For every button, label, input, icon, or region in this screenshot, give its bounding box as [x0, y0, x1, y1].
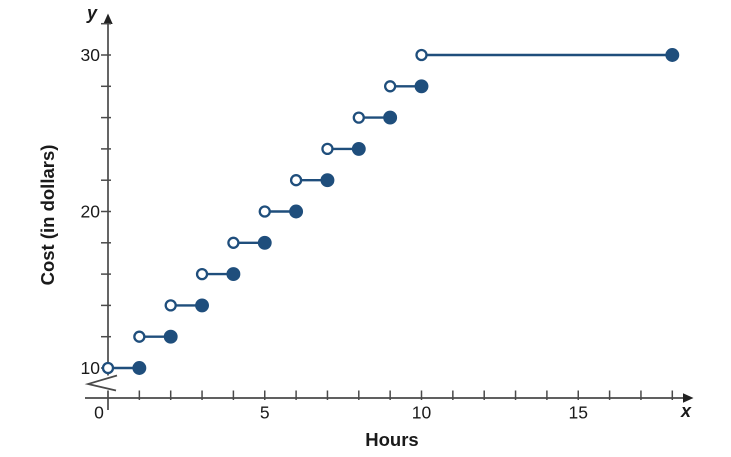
open-endpoint-marker [227, 236, 240, 249]
x-tick-label-0: 0 [94, 403, 104, 423]
closed-endpoint-marker [226, 267, 241, 282]
open-endpoint-marker [101, 361, 115, 375]
open-endpoint-marker [321, 142, 334, 156]
x-axis-arrowhead [683, 393, 694, 403]
closed-endpoint-marker [257, 235, 272, 250]
closed-endpoint-marker [195, 298, 210, 313]
x-axis-letter: x [680, 401, 692, 421]
axes-layer [84, 13, 694, 410]
closed-endpoint-marker [320, 173, 335, 188]
closed-endpoint-marker [414, 79, 429, 94]
closed-endpoint-marker [383, 110, 398, 125]
tick-labels-layer: 0 5 10 15 10 20 30 [81, 45, 588, 423]
open-endpoint-marker [164, 299, 177, 312]
y-tick-label-20: 20 [81, 202, 101, 222]
open-endpoint-marker [195, 267, 209, 281]
ticks-layer [101, 22, 674, 400]
open-endpoint-marker [383, 80, 397, 93]
y-axis-break-zigzag [84, 374, 118, 392]
y-tick-label-10: 10 [81, 358, 101, 378]
open-endpoint-marker [258, 205, 271, 218]
closed-endpoint-marker [289, 204, 304, 219]
closed-endpoint-marker [132, 361, 147, 375]
open-endpoint-marker [415, 48, 428, 62]
x-tick-label-10: 10 [412, 403, 432, 423]
closed-endpoint-marker [163, 329, 178, 344]
x-tick-label-5: 5 [260, 403, 270, 423]
closed-endpoint-marker [665, 48, 680, 62]
y-axis-title: Cost (in dollars) [37, 145, 58, 286]
series-layer [101, 48, 680, 375]
open-endpoint-marker [289, 174, 303, 187]
open-endpoint-marker [352, 111, 365, 124]
x-tick-label-15: 15 [569, 403, 588, 423]
y-axis-arrowhead [103, 13, 113, 24]
y-tick-label-30: 30 [81, 45, 101, 65]
closed-endpoint-marker [351, 141, 366, 156]
x-axis-title: Hours [365, 429, 418, 450]
y-axis-letter: y [86, 3, 98, 23]
open-endpoint-marker [133, 330, 146, 343]
